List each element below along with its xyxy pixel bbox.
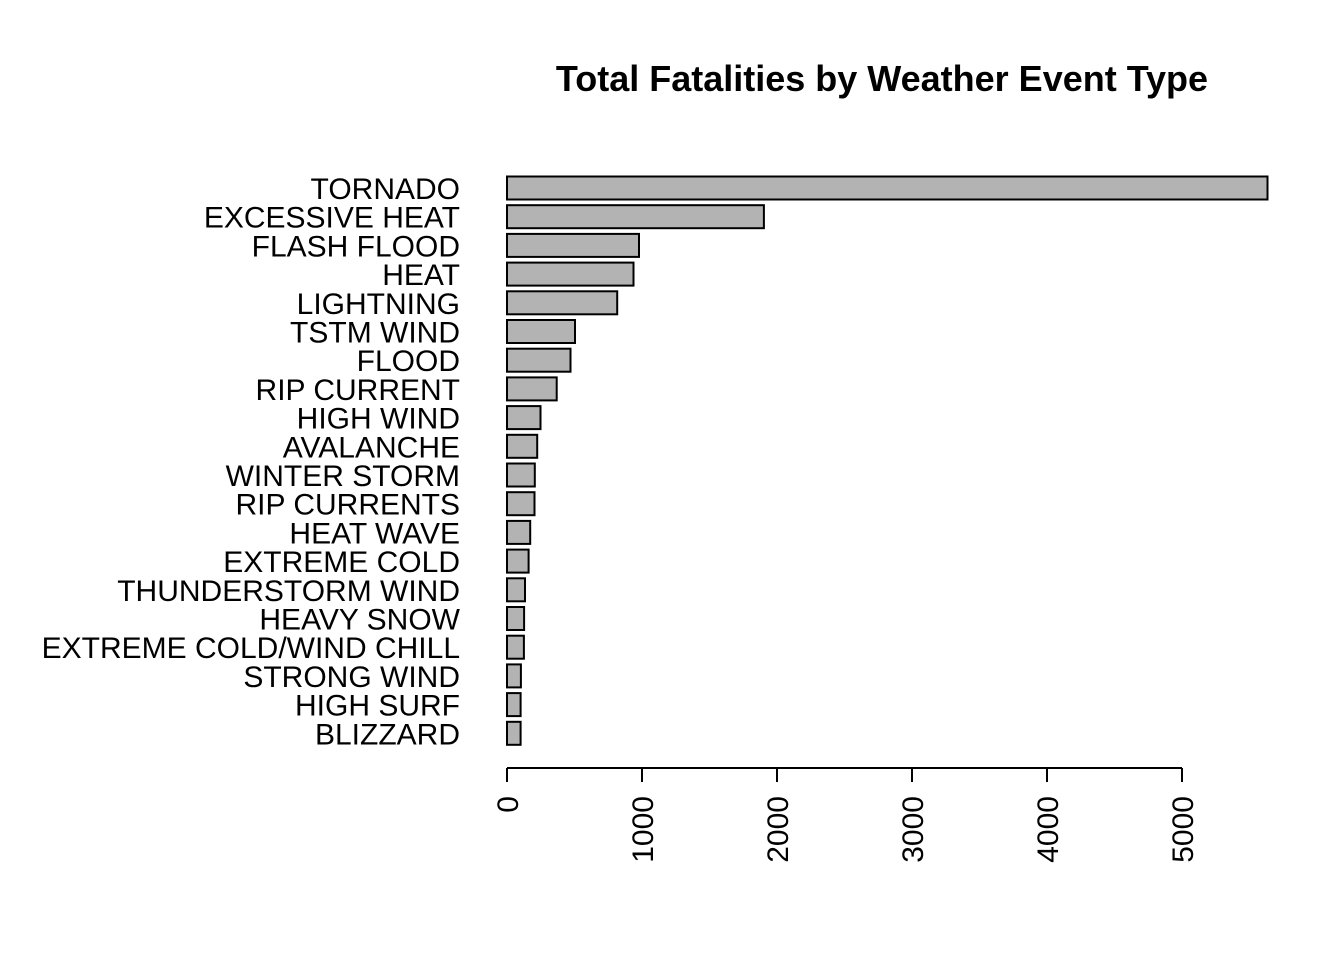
category-label: EXTREME COLD <box>223 546 460 579</box>
category-label: TORNADO <box>311 173 460 206</box>
bar-heat <box>506 261 635 287</box>
category-label: HIGH WIND <box>297 403 460 436</box>
bar-lightning <box>506 290 619 316</box>
category-label: HEAVY SNOW <box>259 604 460 637</box>
chart-title: Total Fatalities by Weather Event Type <box>556 58 1208 99</box>
bar-excessive-heat <box>506 204 765 230</box>
category-label: FLASH FLOOD <box>252 230 460 263</box>
category-label: EXTREME COLD/WIND CHILL <box>42 632 460 665</box>
bar-avalanche <box>506 433 539 459</box>
bar-high-wind <box>506 405 542 431</box>
bar-flood <box>506 347 572 373</box>
category-label: BLIZZARD <box>315 718 460 751</box>
category-label: FLOOD <box>357 345 460 378</box>
category-label: HEAT WAVE <box>289 517 460 550</box>
bar-extreme-cold-wind-chill <box>506 634 525 660</box>
category-label: HIGH SURF <box>295 690 460 723</box>
x-tick-label: 5000 <box>1167 796 1200 863</box>
category-label: LIGHTNING <box>297 288 460 321</box>
bar-strong-wind <box>506 663 522 689</box>
bar-rip-currents <box>506 491 536 517</box>
bar-flash-flood <box>506 232 640 258</box>
bar-tstm-wind <box>506 319 576 344</box>
category-label: RIP CURRENTS <box>236 489 460 522</box>
x-tick-label: 3000 <box>897 796 930 863</box>
bar-heavy-snow <box>506 606 526 631</box>
bar-heat-wave <box>506 519 532 545</box>
category-label: STRONG WIND <box>243 661 460 694</box>
category-label: HEAT <box>382 259 460 292</box>
bars-group <box>506 175 1269 746</box>
category-label: RIP CURRENT <box>256 374 460 407</box>
bar-tornado <box>506 175 1269 201</box>
category-label: THUNDERSTORM WIND <box>117 575 460 608</box>
bar-extreme-cold <box>506 548 530 574</box>
bar-blizzard <box>506 720 522 746</box>
x-tick-label: 1000 <box>627 796 660 863</box>
bar-high-surf <box>506 692 522 718</box>
x-tick-label: 0 <box>492 796 525 813</box>
category-label: TSTM WIND <box>290 317 460 350</box>
category-label: AVALANCHE <box>283 431 460 464</box>
x-tick-label: 4000 <box>1032 796 1065 863</box>
bar-winter-storm <box>506 462 536 488</box>
category-label: EXCESSIVE HEAT <box>204 202 460 235</box>
bar-rip-current <box>506 376 558 402</box>
x-axis: 0 1000 2000 3000 4000 5000 <box>492 767 1200 863</box>
bar-thunderstorm-wind <box>506 577 526 603</box>
category-label: WINTER STORM <box>226 460 460 493</box>
x-tick-label: 2000 <box>762 796 795 863</box>
